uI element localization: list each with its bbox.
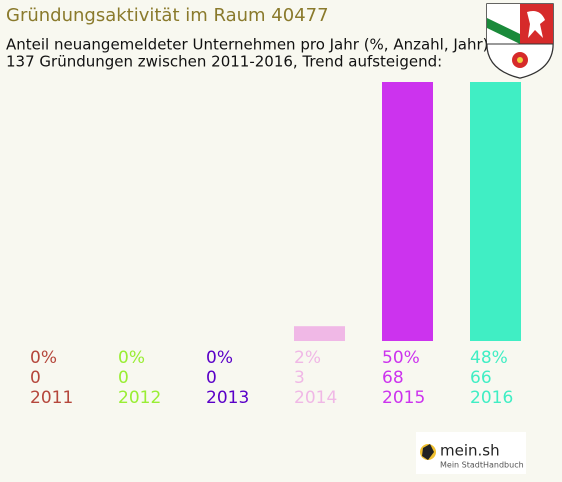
x-tick-label: 2012 bbox=[118, 388, 161, 408]
bar bbox=[470, 82, 521, 342]
brand-name: mein.sh bbox=[440, 442, 500, 460]
x-tick-label: 2016 bbox=[470, 388, 513, 408]
chart-title: Gründungsaktivität im Raum 40477 bbox=[6, 5, 329, 26]
subtitle: Anteil neuangemeldeter Unternehmen pro J… bbox=[6, 36, 489, 54]
x-tick-label: 2014 bbox=[294, 388, 337, 408]
value-label: 48% bbox=[470, 348, 508, 368]
count-label: 0 bbox=[206, 368, 217, 388]
count-label: 66 bbox=[470, 368, 492, 388]
count-label: 3 bbox=[294, 368, 305, 388]
count-label: 0 bbox=[118, 368, 129, 388]
x-tick-label: 2013 bbox=[206, 388, 249, 408]
coat-of-arms bbox=[486, 3, 554, 79]
bar bbox=[382, 82, 433, 341]
value-label: 0% bbox=[206, 348, 233, 368]
brand-logo: mein.sh Mein StadtHandbuch bbox=[416, 432, 526, 474]
value-label: 2% bbox=[294, 348, 321, 368]
count-label: 0 bbox=[30, 368, 41, 388]
value-label: 0% bbox=[118, 348, 145, 368]
brand-tagline: Mein StadtHandbuch bbox=[440, 461, 524, 470]
x-tick-label: 2015 bbox=[382, 388, 425, 408]
value-label: 50% bbox=[382, 348, 420, 368]
bar bbox=[294, 326, 345, 341]
value-label: 0% bbox=[30, 348, 57, 368]
x-tick-label: 2011 bbox=[30, 388, 73, 408]
subtitle: 137 Gründungen zwischen 2011-2016, Trend… bbox=[6, 53, 442, 71]
count-label: 68 bbox=[382, 368, 404, 388]
